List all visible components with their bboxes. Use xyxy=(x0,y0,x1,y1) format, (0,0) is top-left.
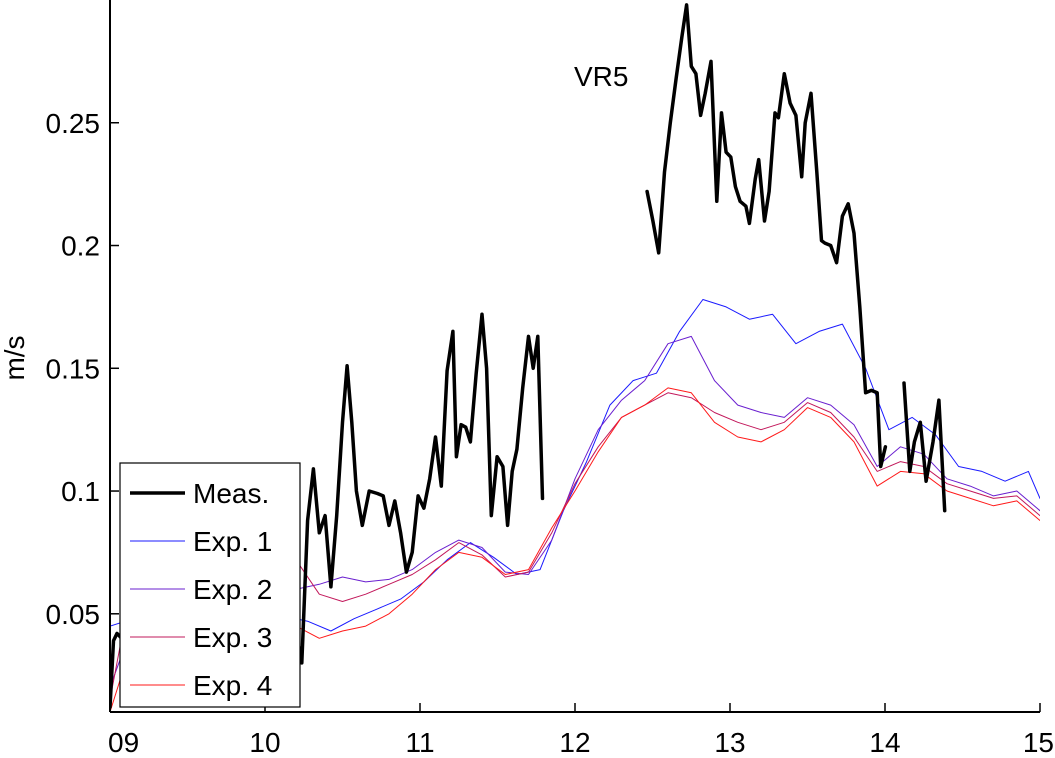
y-tick-label: 0.15 xyxy=(46,353,101,384)
x-tick-label: 15 xyxy=(1023,727,1054,758)
y-ticks: 0.05 0.1 0.15 0.2 0.25 xyxy=(46,108,119,630)
legend: Meas. Exp. 1 Exp. 2 Exp. 3 Exp. 4 xyxy=(119,462,301,708)
x-tick-label: 11 xyxy=(405,727,434,758)
y-tick-label: 0.05 xyxy=(46,599,101,630)
y-tick-label: 0.1 xyxy=(61,476,100,507)
legend-label: Exp. 1 xyxy=(193,526,272,557)
legend-box xyxy=(119,462,301,708)
y-tick-label: 0.2 xyxy=(61,231,100,262)
x-tick-label: 10 xyxy=(249,727,280,758)
legend-label: Exp. 4 xyxy=(193,670,272,701)
x-tick-label: 09 xyxy=(108,727,139,758)
legend-label: Exp. 3 xyxy=(193,622,272,653)
y-tick-label: 0.25 xyxy=(46,108,101,139)
y-axis-label: m/s xyxy=(0,335,30,380)
series-line-meas xyxy=(645,3,888,469)
series-line-meas xyxy=(902,381,947,513)
x-ticks: 09 10 11 12 13 14 15 xyxy=(108,703,1054,758)
x-tick-label: 14 xyxy=(869,727,900,758)
x-tick-label: 13 xyxy=(714,727,745,758)
legend-label: Exp. 2 xyxy=(193,574,272,605)
x-tick-label: 12 xyxy=(559,727,590,758)
legend-label: Meas. xyxy=(193,478,269,509)
chart-annotation: VR5 xyxy=(574,61,628,92)
